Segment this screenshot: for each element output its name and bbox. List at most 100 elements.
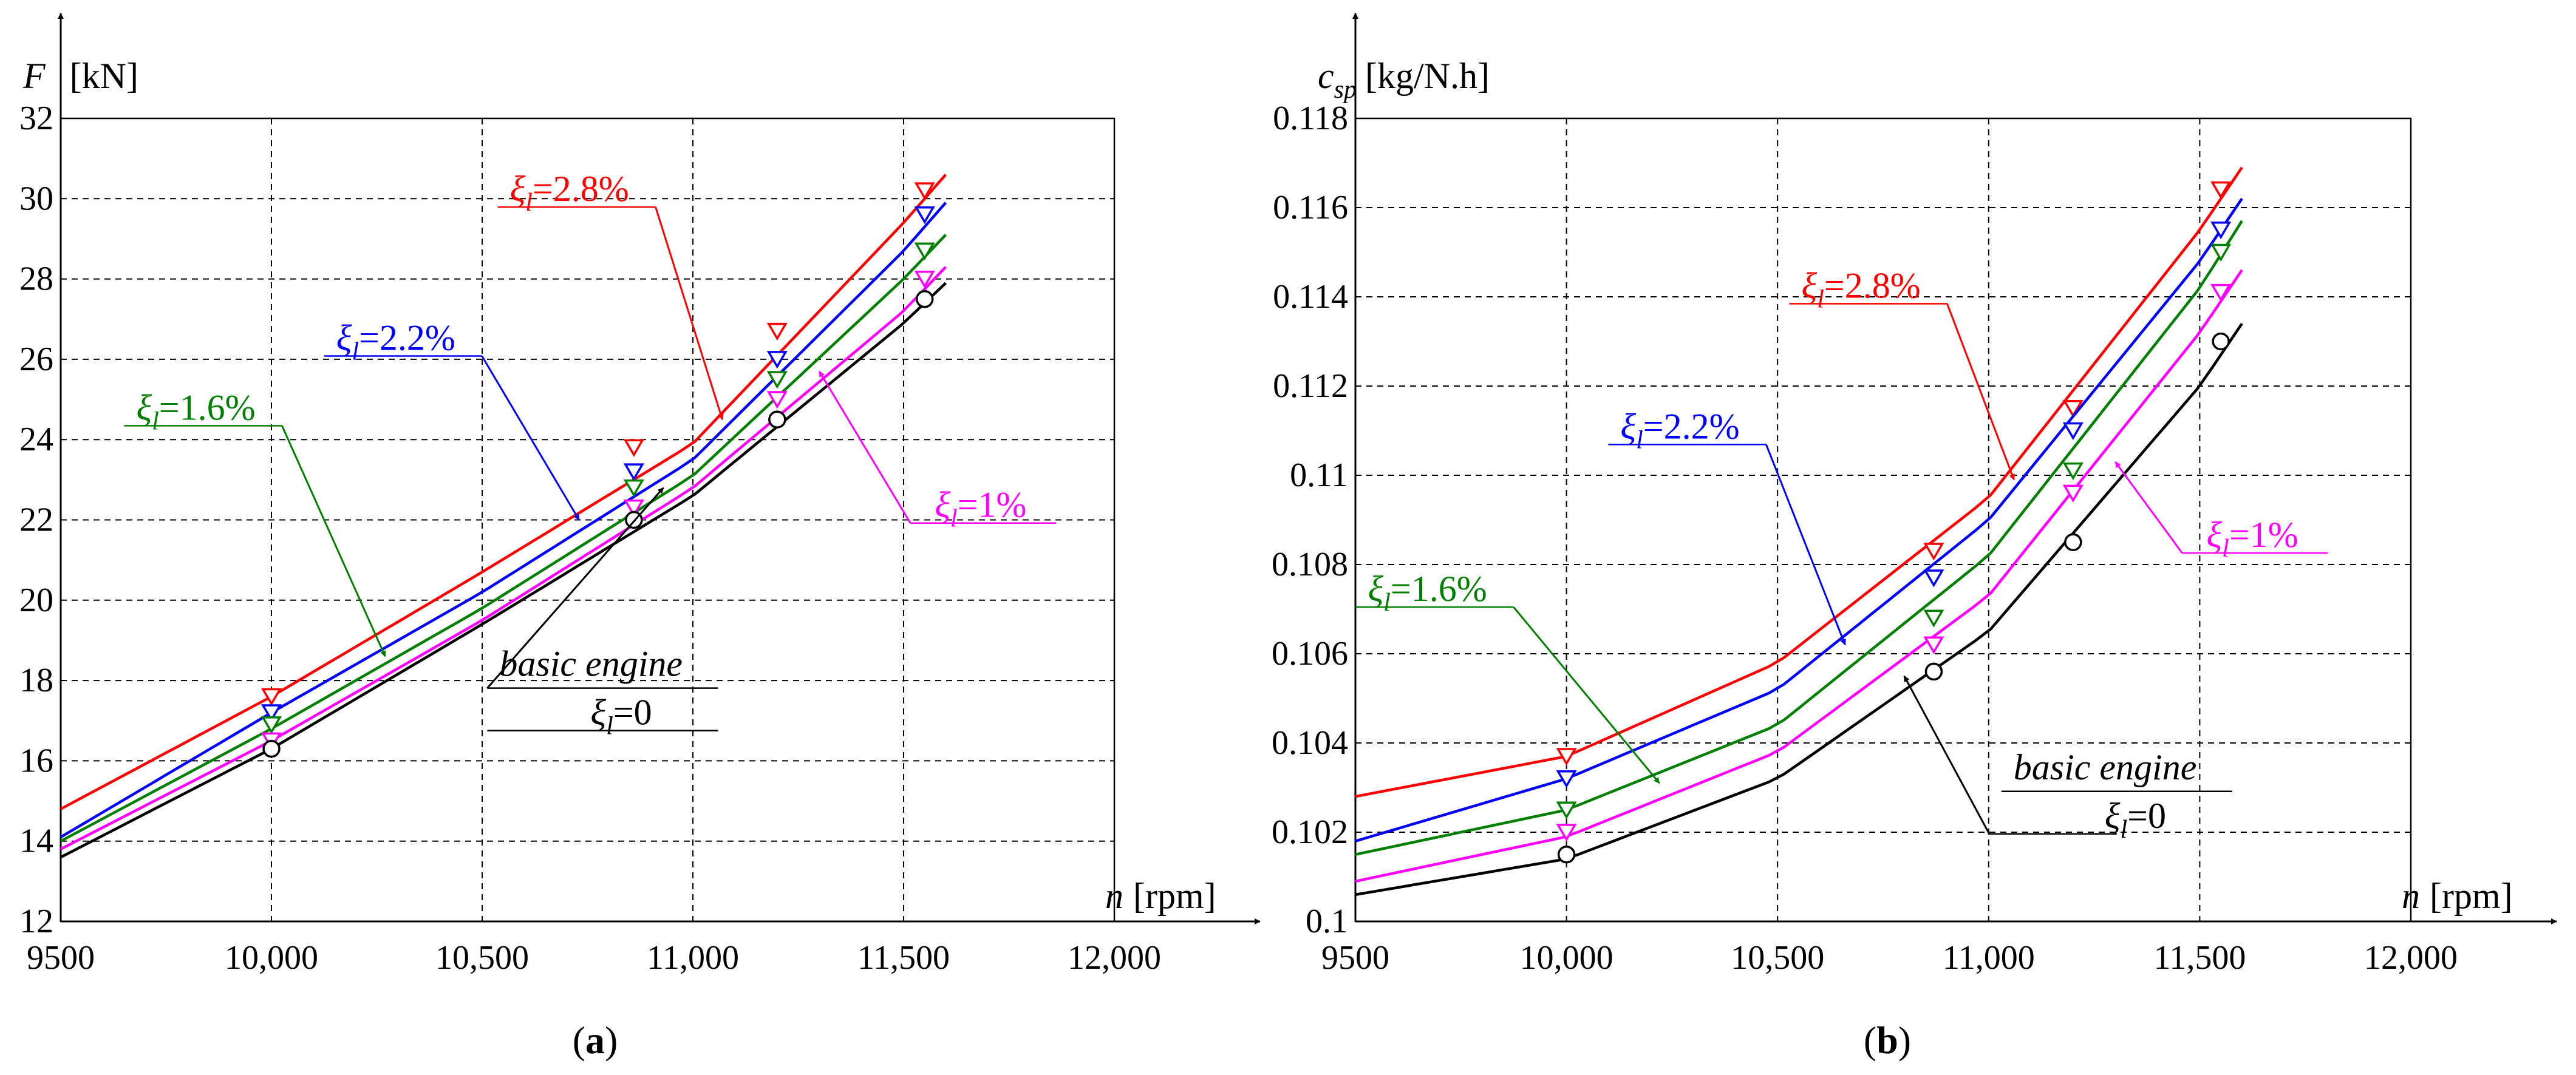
y-tick-label: 0.11 [1290, 456, 1348, 494]
y-tick-label: 0.114 [1273, 278, 1348, 316]
panel-label-close: ) [605, 1019, 618, 1062]
y-tick-label: 0.106 [1272, 635, 1348, 673]
annotation-subscript: l [1817, 285, 1824, 313]
series--l-1-6- [1355, 220, 2243, 856]
y-tick-label: 26 [19, 341, 53, 378]
data-point-marker [261, 688, 282, 707]
data-point-marker [2210, 283, 2232, 302]
data-point-marker [914, 182, 935, 200]
y-tick-label: 32 [19, 100, 53, 137]
panel-label-close: ) [1898, 1019, 1911, 1062]
annotation-text: ξl=2.8% [1802, 265, 1921, 313]
y-axis-unit: [kN] [70, 56, 138, 96]
annotation-subscript: l [2222, 535, 2229, 563]
y-tick-label: 22 [19, 501, 53, 539]
annotation-arrow [655, 206, 724, 421]
series-line [60, 234, 947, 843]
series-line [1355, 198, 2243, 843]
annotation-arrow [481, 355, 580, 521]
panel-label-open: ( [1864, 1019, 1876, 1062]
annotation-line1: basic engine [499, 644, 683, 684]
series--l-2-8- [1355, 166, 2243, 798]
y-tick-label: 0.104 [1272, 724, 1348, 762]
panel-label: (a) [573, 1019, 618, 1062]
panel-label-letter: a [585, 1019, 605, 1062]
annotation-symbol: ξ [2105, 796, 2121, 836]
x-axis-label: n [rpm] [2402, 876, 2513, 916]
x-axis-variable: n [1105, 876, 1123, 916]
annotation-text: ξl=1.6% [136, 387, 255, 435]
annotation-value: =1.6% [1391, 569, 1487, 609]
y-axis-label: F [kN] [22, 56, 138, 96]
y-tick-label: 18 [19, 662, 53, 699]
y-tick-label: 0.112 [1273, 367, 1348, 405]
annotation-symbol: ξ [935, 485, 950, 525]
series--l-1-6- [60, 234, 947, 843]
series-line [1355, 322, 2243, 897]
y-axis-label: csp [kg/N.h] [1318, 56, 1490, 104]
data-point-marker [2062, 422, 2084, 440]
annotation: ξl=2.8% [497, 169, 724, 421]
panel-label-open: ( [573, 1019, 585, 1062]
x-tick-label: 10,500 [435, 939, 529, 977]
data-point-marker [1923, 609, 1944, 628]
y-tick-label: 0.108 [1272, 546, 1348, 583]
annotation-symbol: ξ [1620, 406, 1636, 446]
series-line [60, 174, 947, 810]
annotation-symbol: ξ [136, 387, 152, 427]
annotation-line1: basic engine [2014, 747, 2197, 787]
data-point-marker [1923, 569, 1944, 588]
y-tick-label: 0.102 [1272, 813, 1348, 851]
annotation-text: ξl=2.2% [1620, 406, 1739, 454]
data-point-marker [1923, 543, 1944, 561]
annotation-arrow [818, 370, 911, 524]
data-point-marker [766, 391, 788, 409]
y-axis-variable: c [1318, 56, 1334, 96]
data-point-marker [914, 270, 935, 289]
annotation: ξl=1% [2114, 461, 2328, 563]
y-tick-label: 0.1 [1306, 903, 1348, 940]
data-point-marker [1556, 770, 1577, 788]
data-point-marker [1556, 801, 1577, 819]
annotation-arrow [1513, 606, 1660, 784]
annotation-subscript: l [606, 713, 613, 741]
data-point-marker [2062, 400, 2084, 418]
annotation-arrow [486, 487, 664, 689]
series-line [1355, 269, 2243, 883]
panel-label-letter: b [1876, 1019, 1898, 1062]
data-point-marker [2212, 332, 2230, 351]
data-point-marker [261, 716, 282, 734]
series--l-1- [1355, 269, 2243, 883]
x-tick-label: 11,500 [2153, 939, 2246, 977]
y-tick-label: 28 [19, 260, 53, 298]
annotation-arrow [1765, 444, 1846, 646]
data-point-marker [914, 206, 935, 225]
x-tick-label: 11,000 [647, 939, 739, 977]
annotation-subscript: l [525, 189, 533, 217]
series-line [60, 282, 947, 859]
data-point-marker [2062, 462, 2084, 481]
x-tick-label: 10,500 [1731, 939, 1824, 977]
data-point-marker [2210, 222, 2232, 240]
annotation-text: ξl=1.6% [1368, 569, 1487, 617]
data-point-marker [2062, 484, 2084, 503]
annotation-value: =0 [2127, 796, 2166, 836]
data-point-marker [915, 290, 934, 308]
annotation: ξl=1.6% [124, 387, 386, 657]
annotation-value: =0 [613, 693, 652, 733]
annotation-arrow [1903, 675, 1991, 835]
annotation: ξl=2.8% [1789, 265, 2015, 481]
data-point-marker [914, 242, 935, 260]
annotation-value: =1% [958, 485, 1027, 525]
data-point-marker [623, 499, 644, 518]
data-point-marker [766, 351, 788, 369]
annotation-symbol: ξ [1368, 569, 1384, 609]
series-basic-engine [1355, 322, 2243, 897]
series--l-2-2- [1355, 198, 2243, 843]
series-line [60, 202, 947, 839]
y-tick-label: 16 [19, 742, 53, 779]
annotation-value: =1% [2229, 515, 2298, 555]
series-line [1355, 166, 2243, 798]
annotation-text: ξl=1% [935, 485, 1026, 533]
data-point-marker [1556, 824, 1577, 842]
